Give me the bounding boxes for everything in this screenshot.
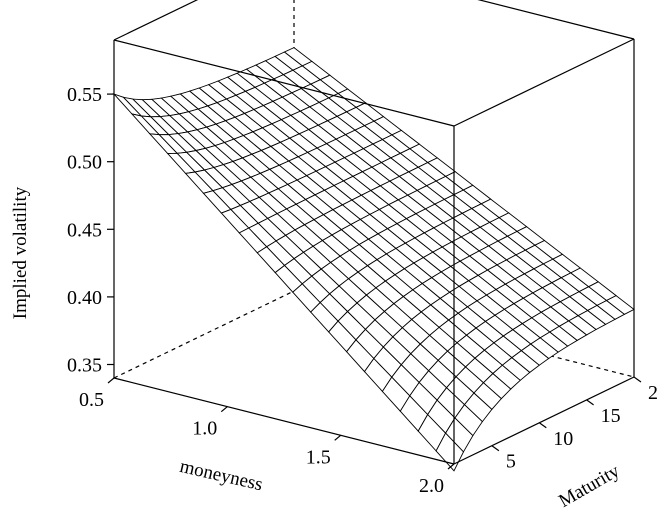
y-tick-label: 20	[648, 382, 658, 404]
box-edge	[453, 38, 635, 127]
y-axis-title: Maturity	[555, 460, 624, 512]
box-edge	[477, 0, 635, 40]
y-tick-mark	[538, 422, 547, 429]
x-tick-mark	[447, 463, 455, 470]
x-tick-mark	[220, 406, 228, 413]
box-edge	[113, 39, 455, 127]
z-tick-label: 0.45	[67, 219, 102, 241]
x-tick-mark	[334, 434, 342, 441]
box-edge	[113, 377, 455, 465]
z-tick-label: 0.50	[67, 152, 102, 174]
y-tick-label: 15	[601, 405, 621, 427]
bounding-box-front-edges	[113, 0, 635, 465]
surface-mesh	[112, 47, 635, 472]
y-axis: 5 10 15 20	[491, 376, 658, 473]
x-axis-title: moneyness	[178, 456, 265, 495]
y-tick-label: 5	[506, 451, 516, 473]
y-tick-mark	[586, 399, 594, 406]
box-edge	[113, 0, 199, 41]
z-tick-label: 0.35	[67, 355, 102, 377]
x-tick-label: 1.5	[306, 446, 331, 468]
box-edge-hidden	[113, 290, 295, 379]
x-tick-label: 2.0	[419, 475, 444, 497]
y-tick-label: 10	[553, 428, 573, 450]
y-tick-mark	[633, 376, 642, 383]
x-axis: 0.5 1.0 1.5 2.0	[79, 377, 455, 497]
z-tick-label: 0.55	[67, 84, 102, 106]
x-tick-label: 1.0	[192, 418, 217, 440]
z-axis: 0.35 0.40 0.45 0.50 0.55	[67, 84, 114, 377]
z-tick-label: 0.40	[67, 287, 102, 309]
z-axis-title: Implied volatility	[10, 186, 31, 319]
x-tick-mark	[107, 377, 115, 384]
y-tick-mark	[491, 445, 500, 452]
x-tick-label: 0.5	[79, 389, 104, 411]
box-edge	[453, 376, 635, 465]
